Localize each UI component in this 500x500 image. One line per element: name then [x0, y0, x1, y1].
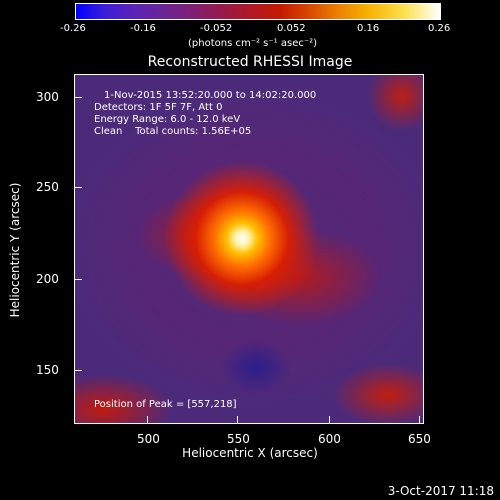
- y-axis-label: Heliocentric Y (arcsec): [8, 182, 22, 318]
- x-tick-mark: [237, 416, 238, 424]
- x-tick-label: 550: [227, 432, 250, 446]
- x-tick-mark: [329, 416, 330, 424]
- x-tick-mark: [147, 416, 148, 424]
- x-axis-label: Heliocentric X (arcsec): [182, 446, 318, 460]
- detectors-label: Detectors: 1F 5F 7F, Att 0: [94, 102, 223, 113]
- y-tick-label: 250: [36, 180, 59, 194]
- x-tick-label: 600: [318, 432, 341, 446]
- colorbar-tick: -0.26: [60, 23, 86, 34]
- x-tick-label: 650: [408, 432, 431, 446]
- timestamp: 3-Oct-2017 11:18: [387, 484, 494, 498]
- energy-range-label: Energy Range: 6.0 - 12.0 keV: [94, 114, 241, 125]
- method-counts-label: Clean Total counts: 1.56E+05: [94, 126, 252, 137]
- colorbar-tick: 0.26: [428, 23, 451, 34]
- colorbar-tick: 0.052: [277, 23, 306, 34]
- peak-position-label: Position of Peak = [557,218]: [94, 399, 237, 410]
- y-tick-label: 300: [36, 90, 59, 104]
- x-tick-label: 500: [137, 432, 160, 446]
- colorbar-tick: 0.16: [357, 23, 380, 34]
- rhessi-image: [74, 74, 424, 424]
- y-tick-mark: [74, 187, 82, 188]
- colorbar-tick: -0.052: [200, 23, 233, 34]
- colorbar-tick: -0.16: [130, 23, 156, 34]
- colorbar: [75, 3, 441, 20]
- y-tick-mark: [74, 279, 82, 280]
- image-title: Reconstructed RHESSI Image: [147, 54, 353, 70]
- colorbar-units: (photons cm⁻² s⁻¹ asec⁻²): [188, 38, 318, 49]
- y-tick-mark: [74, 97, 82, 98]
- x-tick-mark: [419, 416, 420, 424]
- y-tick-label: 150: [36, 363, 59, 377]
- time-range-label: 1-Nov-2015 13:52:20.000 to 14:02:20.000: [104, 90, 317, 101]
- y-tick-label: 200: [36, 272, 59, 286]
- y-tick-mark: [74, 370, 82, 371]
